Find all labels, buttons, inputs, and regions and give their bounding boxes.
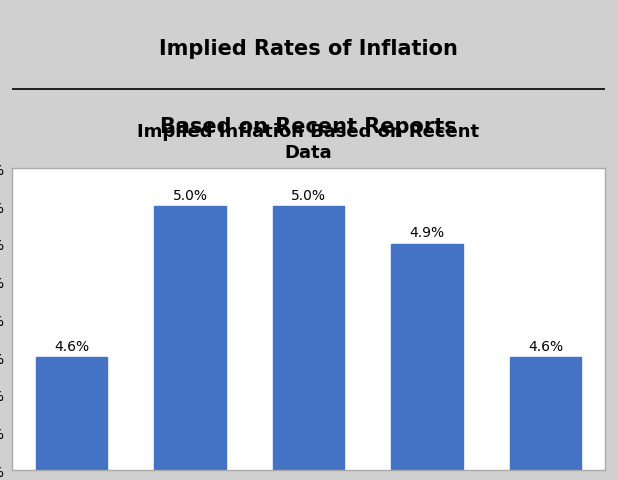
Bar — [510, 357, 581, 480]
Bar — [154, 206, 226, 480]
Text: Based on Recent Reports: Based on Recent Reports — [160, 117, 457, 137]
Text: Implied Rates of Inflation: Implied Rates of Inflation — [159, 39, 458, 59]
Text: 5.0%: 5.0% — [173, 188, 207, 202]
Text: 4.6%: 4.6% — [54, 339, 89, 353]
Text: 4.9%: 4.9% — [410, 226, 444, 240]
Bar — [36, 357, 107, 480]
Title: Implied Inflation Based on Recent
Data: Implied Inflation Based on Recent Data — [138, 123, 479, 162]
Text: 5.0%: 5.0% — [291, 188, 326, 202]
Bar — [391, 244, 463, 480]
Bar — [273, 206, 344, 480]
Text: 4.6%: 4.6% — [528, 339, 563, 353]
